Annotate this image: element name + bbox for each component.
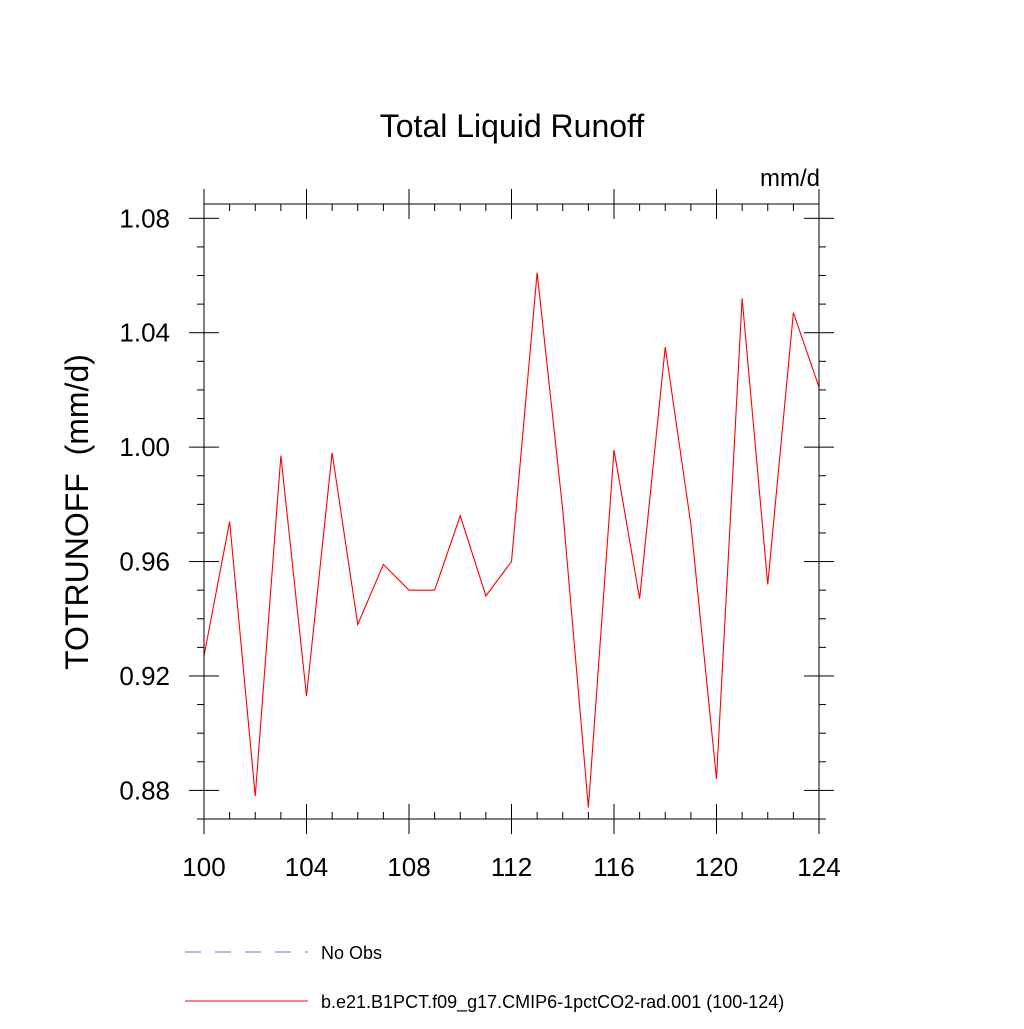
y-tick-label: 0.96 — [119, 547, 170, 577]
x-tick-label: 116 — [593, 852, 634, 882]
x-tick-label: 104 — [285, 852, 328, 882]
y-tick-label: 0.88 — [119, 775, 170, 805]
series-layer — [203, 272, 820, 808]
y-tick-label: 1.04 — [119, 318, 170, 348]
chart-title: Total Liquid Runoff — [380, 108, 645, 144]
x-tick-label: 120 — [695, 852, 738, 882]
x-tick-label: 108 — [387, 852, 430, 882]
x-tick-label: 124 — [797, 852, 840, 882]
y-tick-label: 1.08 — [119, 203, 170, 233]
plot-frame — [203, 203, 820, 820]
legend: No Obs b.e21.B1PCT.f09_g17.CMIP6-1pctCO2-… — [185, 943, 784, 1013]
series-line — [203, 272, 820, 808]
axis-ticks — [189, 189, 834, 834]
tick-labels: 100 104 108 112 116 120 124 0.88 0.92 0.96 1.00 1.0… — [119, 203, 840, 882]
legend-label: b.e21.B1PCT.f09_g17.CMIP6-1pctCO2-rad.00… — [321, 992, 784, 1013]
units-label: mm/d — [760, 165, 820, 192]
y-axis-label: TOTRUNOFF (mm/d) — [59, 354, 95, 670]
y-tick-label: 1.00 — [119, 432, 170, 462]
legend-label: No Obs — [321, 943, 382, 963]
x-tick-label: 112 — [491, 852, 532, 882]
x-tick-label: 100 — [182, 852, 225, 882]
y-tick-label: 0.92 — [119, 661, 170, 691]
